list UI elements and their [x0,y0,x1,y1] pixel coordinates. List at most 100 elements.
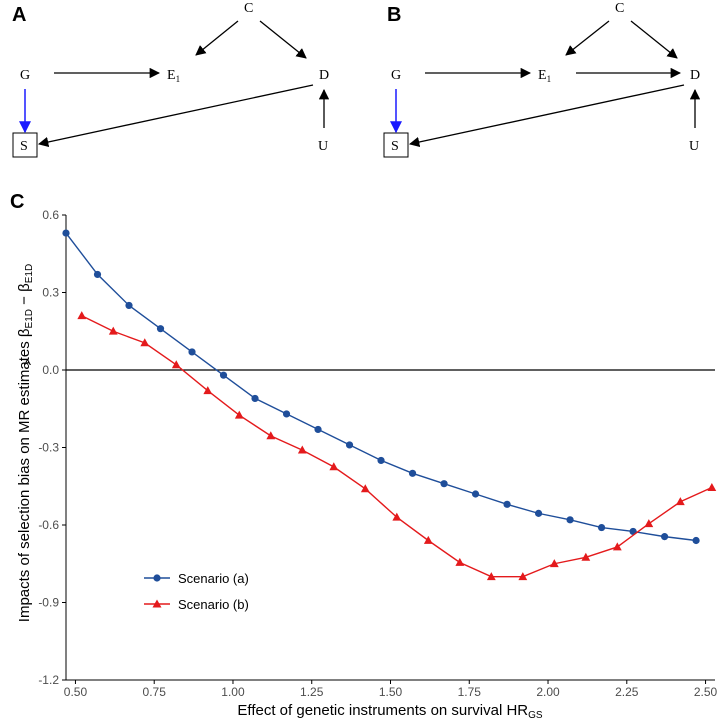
data-point [314,425,322,434]
node-c: C [615,1,624,16]
data-point [581,552,591,561]
data-point [377,456,385,465]
y-tick-label: -1.2 [38,673,59,687]
data-point [440,480,448,488]
data-point [629,527,637,536]
node-s: S [20,139,28,154]
node-e-sub: 1 [547,74,552,84]
y-axis-title: Impacts of selection bias on MR estimate… [16,264,35,622]
series-line [81,315,713,578]
data-point [518,572,528,581]
x-tick-label: 0.75 [143,685,167,699]
series-scenario-b [77,311,717,581]
node-d: D [690,68,700,83]
data-point [660,533,669,541]
x-tick-label: 1.75 [458,685,482,699]
data-point [597,523,606,532]
node-e-sub: 1 [176,74,181,84]
data-point [140,338,150,347]
data-point [125,301,133,310]
x-tick-label: 1.25 [300,685,324,699]
y-axis-title-minus: − β [16,283,33,309]
legend-marker-scenario-a [153,574,161,582]
edge-c-e1 [195,20,239,56]
y-axis-title-beta-hat: β [16,328,33,337]
data-point [392,512,402,521]
dag-panel-b: C G E1 D U S [383,1,701,158]
data-point [692,536,700,545]
data-point [471,490,480,498]
node-e1: E1 [538,68,551,84]
data-point [360,484,370,493]
data-point [345,441,354,449]
data-point [675,497,685,506]
legend: Scenario (a) Scenario (b) [144,571,249,612]
data-point [503,500,511,508]
data-point [188,348,196,356]
x-tick-label: 2.25 [615,685,639,699]
y-tick-label: -0.6 [38,518,59,532]
data-point [534,509,543,517]
x-tick-label: 0.50 [64,685,88,699]
node-e-letter: E [538,68,547,83]
node-u: U [689,139,699,154]
data-point [266,431,276,440]
legend-marker-scenario-b [152,599,162,608]
data-point [612,542,622,551]
node-g: G [391,68,401,83]
data-point [486,572,496,581]
series-layer [62,229,717,581]
x-axis-title: Effect of genetic instruments on surviva… [237,702,542,719]
panel-label-a: A [12,4,27,26]
legend-label-scenario-b: Scenario (b) [178,597,249,612]
data-point [203,386,213,395]
series-scenario-a [62,229,700,545]
x-ticks: 0.50 0.75 1.00 1.25 1.50 1.75 2.00 2.25 2.50 [64,680,718,699]
data-point [408,469,417,477]
node-c: C [244,1,253,16]
y-axis-title-text: Impacts of selection bias on MR estimate… [16,264,35,622]
data-point [549,559,559,568]
data-point [171,360,181,369]
data-point [282,410,291,418]
node-s: S [391,139,399,154]
dag-panel-a: C G E1 D U S [12,1,330,158]
node-g: G [20,68,30,83]
edge-d-s [37,84,314,148]
y-tick-label: 0.0 [42,363,59,377]
edge-c-d [630,20,678,59]
y-axis-title-prefix: Impacts of selection bias on MR estimate… [16,337,33,622]
x-tick-label: 2.00 [536,685,560,699]
y-ticks: 0.6 0.3 0.0 -0.3 -0.6 -0.9 -1.2 [38,208,66,687]
data-point [156,325,165,333]
node-u: U [318,139,328,154]
node-e1: E1 [167,68,180,84]
y-axis-title-sub2: E1D [24,264,35,283]
panel-label-b: B [387,4,402,26]
data-point [707,482,717,491]
y-tick-label: 0.6 [42,208,59,222]
y-axis-title-hat: ^ [24,357,31,374]
edge-d-s [408,84,685,148]
data-point [219,371,228,379]
node-d: D [319,68,329,83]
data-point [77,311,87,320]
data-point [234,410,244,419]
edge-c-d [259,20,307,59]
y-tick-label: -0.9 [38,596,59,610]
data-point [329,462,339,471]
data-point [108,326,118,335]
y-tick-label: -0.3 [38,441,59,455]
legend-label-scenario-a: Scenario (a) [178,571,249,586]
plot-area: 0.6 0.3 0.0 -0.3 -0.6 -0.9 -1.2 0.50 0.75 1.00 1.… [38,208,717,699]
data-point [297,445,307,454]
data-point [423,535,433,544]
x-tick-label: 1.00 [221,685,245,699]
data-point [455,557,465,566]
edge-c-e1 [565,20,610,56]
y-axis-title-sub1: E1D [24,309,35,328]
data-point [251,394,259,403]
dag-diagrams: C G E1 D U S C G E1 D U S [12,1,701,158]
x-tick-label: 1.50 [379,685,403,699]
data-point [566,516,574,524]
